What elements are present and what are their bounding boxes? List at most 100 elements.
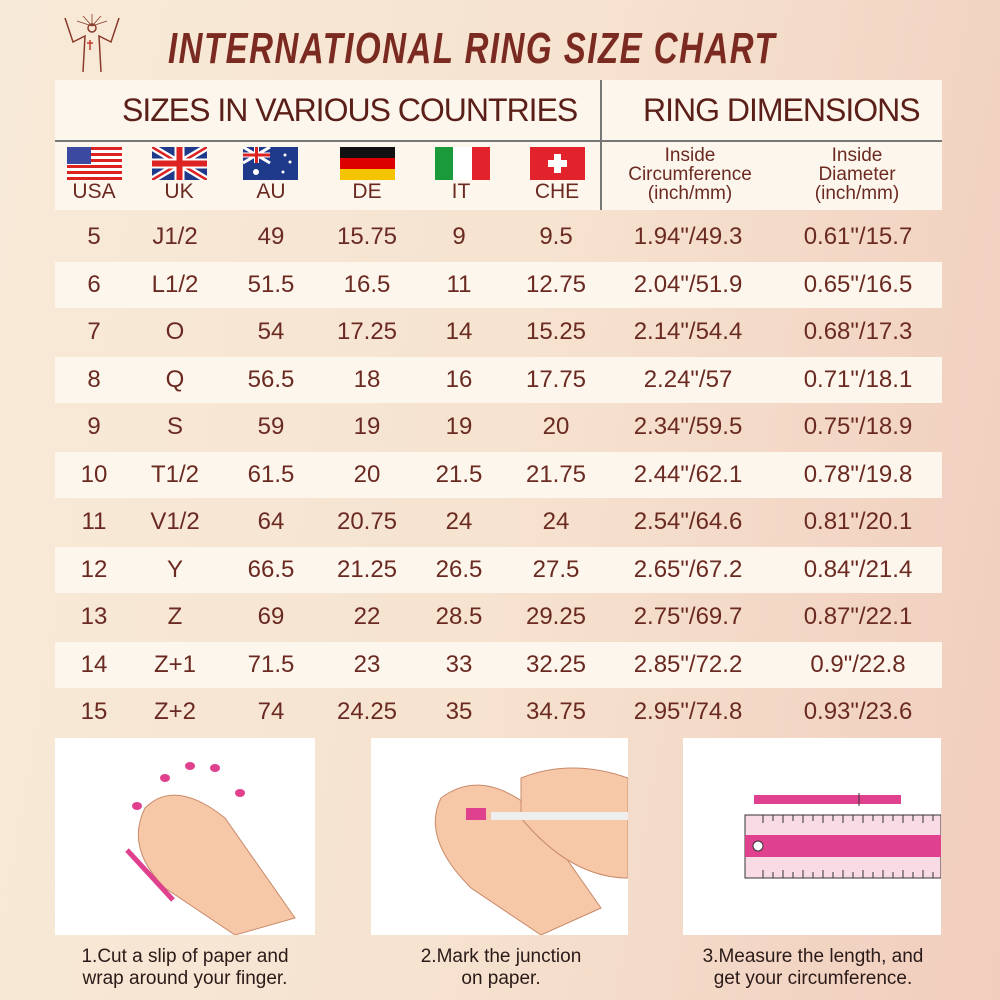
table-cell: 33: [445, 650, 473, 678]
table-cell: 20: [353, 460, 381, 488]
table-cell: 24: [445, 508, 473, 535]
table-cell: 9: [452, 223, 466, 250]
table-row: 11 V1/2 64 20.75 24 24 2.54"/64.6 0.81"/20.1: [55, 499, 942, 545]
circumference-header: Inside Circumference (inch/mm): [628, 145, 752, 204]
table-cell: 2.44"/62.1: [633, 460, 743, 488]
table-cell: 2.75"/69.7: [633, 603, 743, 630]
table-header: [55, 80, 942, 210]
table-cell: 2.65"/67.2: [633, 555, 743, 583]
table-cell: 17.25: [336, 318, 398, 345]
table-cell: 51.5: [247, 270, 295, 298]
table-cell: 21.5: [435, 460, 483, 488]
table-row: 6 L1/2 51.5 16.5 11 12.75 2.04"/51.9 0.65"/16.5: [55, 261, 942, 308]
diameter-header: Inside Diameter (inch/mm): [814, 145, 900, 204]
table-cell: 11: [81, 508, 107, 535]
table-cell: 2.34"/59.5: [633, 413, 743, 440]
table-cell: 0.81"/20.1: [803, 508, 913, 535]
country-label: AU: [256, 180, 286, 203]
country-label: USA: [72, 180, 116, 203]
table-cell: 23: [353, 650, 381, 678]
table-cell: 17.75: [525, 365, 587, 393]
table-row: 14 Z+1 71.5 23 33 32.25 2.85"/72.2 0.9"/22.8: [55, 641, 942, 688]
table-cell: 24.25: [336, 698, 398, 725]
table-cell: 19: [353, 413, 381, 440]
table-cell: 14: [445, 318, 473, 345]
table-cell: 2.04"/51.9: [633, 270, 743, 298]
table-cell: 29.25: [525, 603, 587, 630]
table-cell: 0.78"/19.8: [803, 460, 913, 488]
table-cell: 24: [542, 508, 570, 535]
table-cell: T1/2: [150, 460, 200, 488]
table-cell: 10: [80, 460, 108, 488]
countries-title: SIZES IN VARIOUS COUNTRIES: [122, 92, 578, 128]
table-cell: 19: [445, 413, 473, 440]
table-cell: Z: [167, 603, 183, 630]
it-flag-icon: [435, 147, 490, 180]
table-cell: S: [166, 413, 183, 440]
table-cell: 0.75"/18.9: [803, 413, 913, 440]
de-flag-icon: [340, 147, 395, 180]
table-cell: 0.93"/23.6: [803, 698, 913, 725]
table-cell: 49: [257, 223, 285, 250]
table-cell: 0.61"/15.7: [803, 223, 913, 250]
table-cell: 7: [87, 318, 101, 345]
table-cell: Y: [166, 555, 183, 583]
dimensions-title: RING DIMENSIONS: [643, 92, 921, 128]
table-row: 8 Q 56.5 18 16 17.75 2.24"/57 0.71"/18.1: [55, 356, 942, 403]
table-cell: 26.5: [435, 555, 483, 583]
table-row: 10 T1/2 61.5 20 21.5 21.75 2.44"/62.1 0.78"/19.…: [55, 451, 942, 498]
table-cell: 32.25: [525, 650, 587, 678]
table-cell: 61.5: [247, 460, 295, 488]
table-cell: 2.14"/54.4: [633, 318, 743, 345]
table-cell: 71.5: [247, 650, 295, 678]
page-title: INTERNATIONAL RING SIZE CHART: [168, 24, 777, 73]
step-3-image: [683, 738, 942, 935]
table-cell: 11: [446, 270, 472, 298]
divider: [55, 140, 942, 142]
step-1-caption: 1.Cut a slip of paper and wrap around you…: [81, 946, 289, 989]
table-cell: 13: [80, 603, 108, 630]
table-cell: 12: [80, 555, 108, 583]
country-label: UK: [164, 180, 194, 203]
table-cell: L1/2: [151, 270, 199, 298]
table-cell: 66.5: [247, 555, 295, 583]
table-cell: 16: [445, 365, 473, 393]
table-cell: 56.5: [247, 365, 295, 393]
table-row: 9 S 59 19 19 20 2.34"/59.5 0.75"/18.9: [55, 404, 942, 450]
table-cell: 15.75: [336, 223, 398, 250]
table-cell: 0.9"/22.8: [810, 650, 906, 678]
table-cell: 9.5: [539, 223, 573, 250]
table-cell: 18: [353, 365, 381, 393]
table-cell: 2.95"/74.8: [633, 698, 743, 725]
table-cell: 69: [257, 603, 285, 630]
table-cell: 54: [257, 318, 285, 345]
table-cell: 34.75: [525, 698, 587, 725]
table-cell: 15: [80, 698, 108, 725]
table-cell: Z+1: [153, 650, 197, 678]
ch-flag-icon: [530, 147, 585, 180]
table-cell: 14: [80, 650, 108, 678]
table-cell: O: [165, 318, 185, 345]
table-cell: 16.5: [343, 270, 391, 298]
table-cell: V1/2: [150, 508, 200, 535]
us-flag-icon: [67, 147, 122, 180]
table-cell: 59: [257, 413, 285, 440]
table-cell: 5: [87, 223, 101, 250]
table-cell: 27.5: [532, 555, 580, 583]
table-cell: 2.54"/64.6: [633, 508, 743, 535]
table-cell: 35: [445, 698, 473, 725]
logo-icon: [64, 14, 120, 73]
table-cell: 20.75: [336, 508, 398, 535]
step-3-caption: 3.Measure the length, and get your circum…: [702, 946, 924, 989]
table-cell: Q: [165, 365, 185, 393]
table-cell: 21.25: [336, 555, 398, 583]
table-row: 12 Y 66.5 21.25 26.5 27.5 2.65"/67.2 0.84"/21.4: [55, 546, 942, 593]
table-cell: 9: [87, 413, 101, 440]
table-cell: 2.24"/57: [643, 365, 733, 393]
table-cell: 2.85"/72.2: [633, 650, 743, 678]
table-cell: 12.75: [525, 270, 587, 298]
table-cell: 1.94"/49.3: [633, 223, 743, 250]
country-label: IT: [451, 180, 471, 203]
table-cell: 64: [257, 508, 285, 535]
table-cell: 0.87"/22.1: [803, 603, 913, 630]
